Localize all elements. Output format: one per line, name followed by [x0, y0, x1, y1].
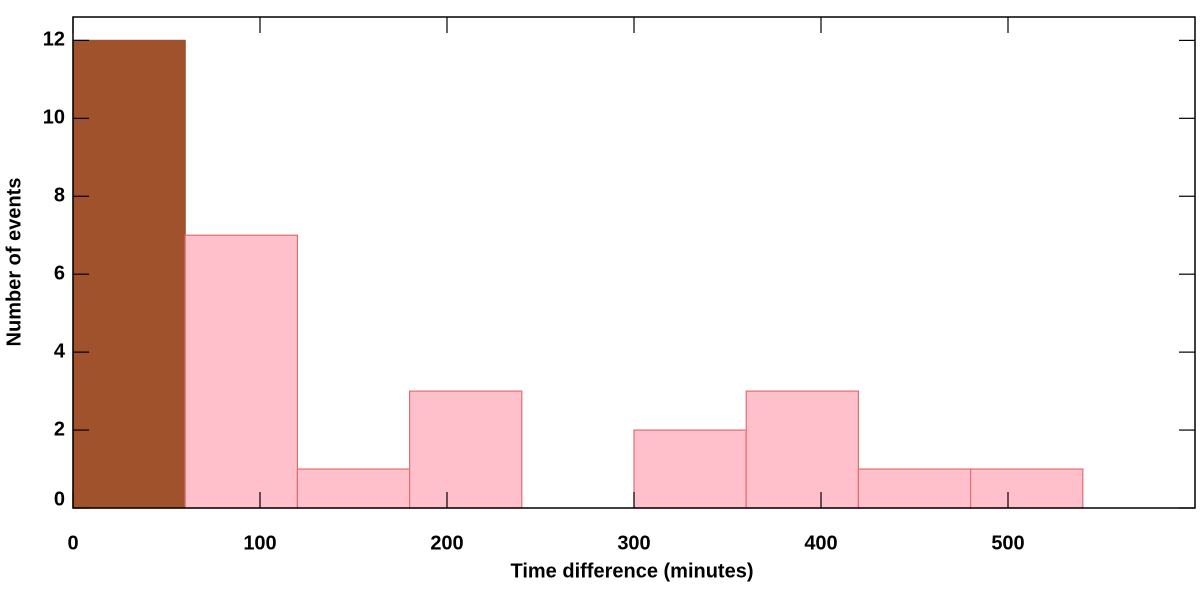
x-tick-label: 500 — [991, 532, 1024, 554]
bar — [857, 468, 972, 509]
y-axis-label: Number of events — [3, 178, 25, 347]
y-tick-label: 10 — [43, 107, 65, 129]
bar — [72, 39, 186, 509]
x-tick-label: 100 — [243, 532, 276, 554]
x-tick-label: 0 — [67, 532, 78, 554]
bar — [969, 468, 1084, 509]
y-tick-label: 4 — [54, 340, 66, 362]
x-tick-label: 300 — [617, 532, 650, 554]
bar — [745, 390, 860, 509]
bar — [633, 429, 747, 509]
y-tick-label: 6 — [54, 262, 65, 284]
bar — [296, 468, 411, 509]
x-axis-label: Time difference (minutes) — [510, 560, 753, 582]
y-tick-label: 2 — [54, 418, 65, 440]
bar — [184, 234, 298, 509]
x-tick-label: 200 — [430, 532, 463, 554]
x-tick-label: 400 — [804, 532, 837, 554]
bar — [409, 390, 523, 509]
y-tick-label: 12 — [43, 29, 65, 51]
y-tick-label: 8 — [54, 185, 65, 207]
y-tick-label: 0 — [54, 488, 65, 510]
